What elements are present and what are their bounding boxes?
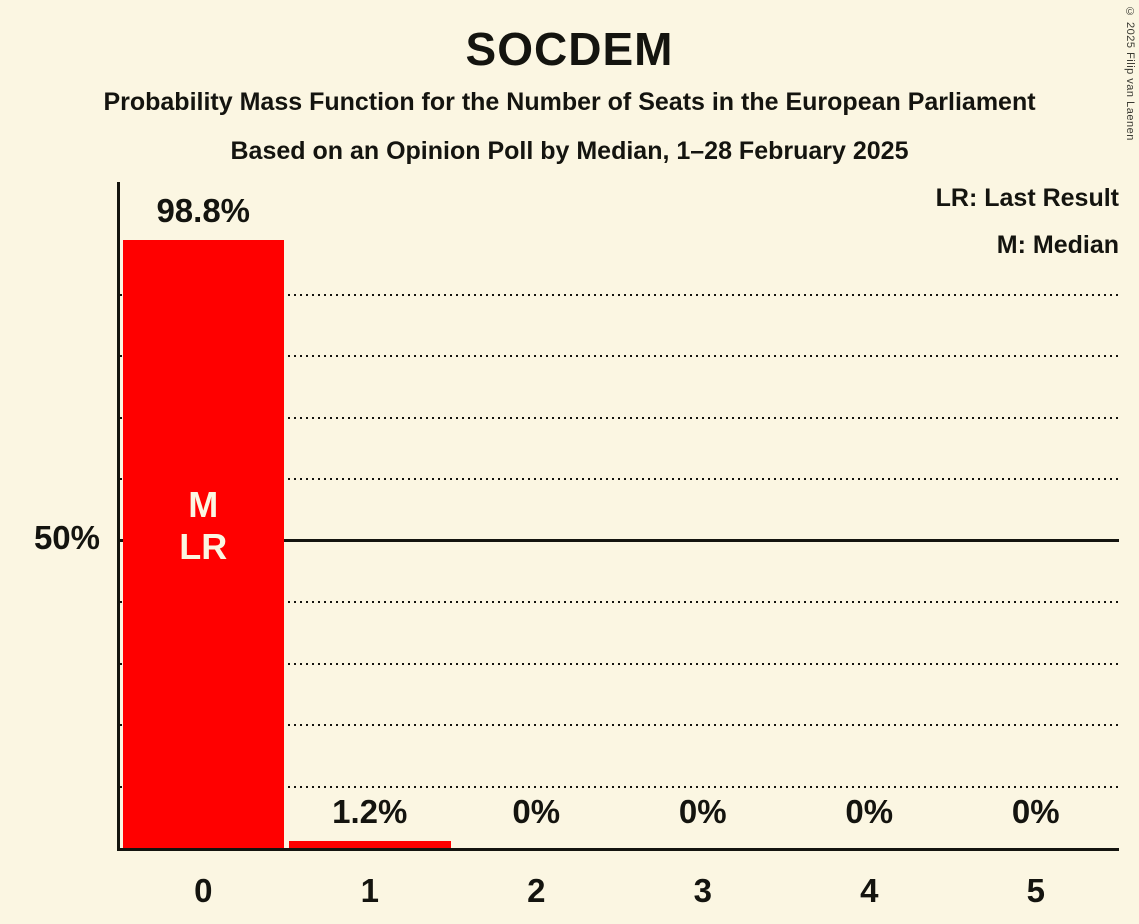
y-axis-label-50: 50% — [33, 519, 100, 556]
chart-subtitle-poll-info: Based on an Opinion Poll by Median, 1–28… — [230, 137, 909, 165]
gridline-80pct — [120, 355, 1119, 357]
gridline-60pct — [120, 478, 1119, 480]
legend-last-result: LR: Last Result — [935, 184, 1119, 212]
gridline-30pct — [120, 662, 1119, 665]
gridline-10pct — [120, 785, 1119, 788]
x-axis-label-4: 4 — [860, 872, 879, 909]
x-axis-label-0: 0 — [194, 872, 213, 909]
value-label-seats-2: 0% — [512, 793, 561, 830]
bar-seats-1 — [289, 840, 451, 848]
bar-annotation-median-lastresult: M LR — [120, 484, 287, 568]
legend-median: M: Median — [996, 231, 1119, 259]
value-label-seats-0: 98.8% — [156, 192, 251, 230]
annotation-line-lr: LR — [179, 526, 228, 567]
x-axis-label-2: 2 — [527, 872, 546, 909]
y-axis-line — [117, 182, 120, 851]
copyright-notice: © 2025 Filip van Laenen — [1124, 6, 1136, 141]
value-label-seats-5: 0% — [1011, 793, 1060, 830]
gridline-50pct-solid — [120, 539, 1119, 542]
chart-subtitle: Probability Mass Function for the Number… — [103, 88, 1036, 116]
gridline-70pct — [120, 416, 1119, 419]
x-axis-line — [117, 848, 1119, 851]
value-label-seats-3: 0% — [678, 793, 727, 830]
annotation-line-m: M — [188, 484, 219, 525]
gridline-40pct — [120, 601, 1119, 603]
chart-title: SOCDEM — [465, 23, 674, 75]
value-label-seats-4: 0% — [845, 793, 894, 830]
x-axis-label-1: 1 — [360, 872, 379, 909]
x-axis-label-5: 5 — [1026, 872, 1045, 909]
gridline-90pct — [120, 293, 1119, 296]
bar-seats-0 — [122, 240, 284, 848]
plot-area: 98.8% M LR 1.2% 0% 0% 0% 0% — [120, 182, 1119, 848]
gridline-20pct — [120, 724, 1119, 726]
x-axis-label-3: 3 — [693, 872, 712, 909]
value-label-seats-1: 1.2% — [332, 792, 408, 830]
